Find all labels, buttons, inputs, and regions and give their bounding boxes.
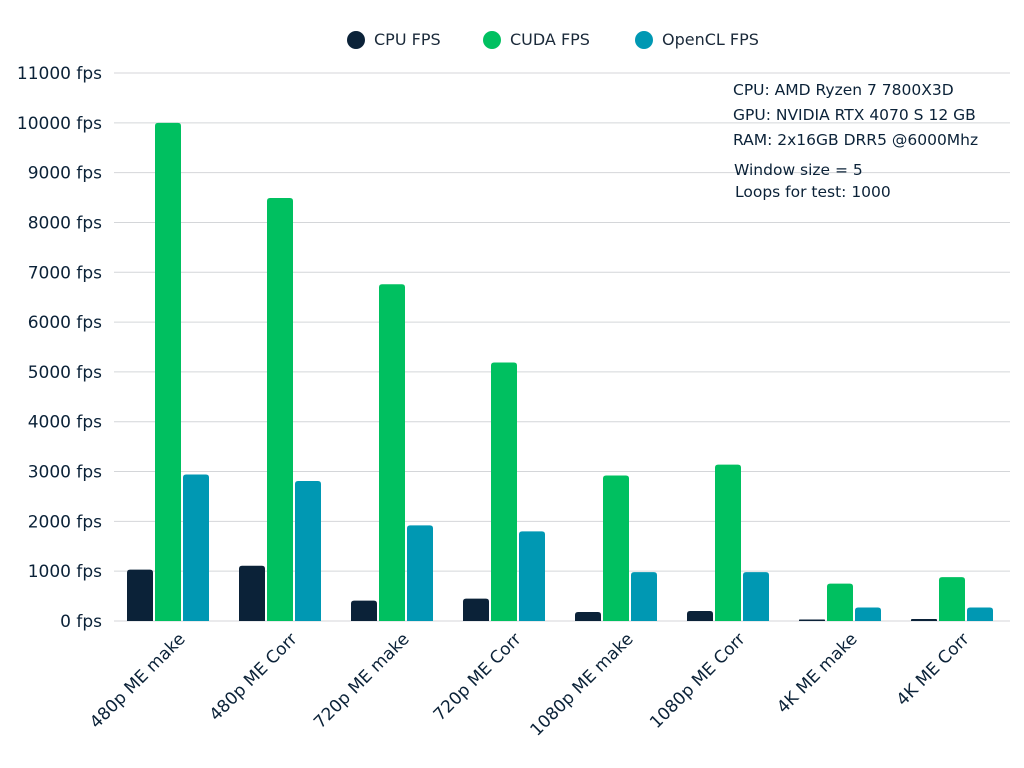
x-axis-categories: 480p ME make 480p ME Corr 720p ME make 720p… <box>86 629 973 740</box>
bar-opencl-fps <box>407 525 433 621</box>
legend-label: CUDA FPS <box>510 30 590 49</box>
bar-cpu-fps <box>911 619 937 621</box>
y-tick-label: 7000 fps <box>28 263 102 283</box>
bar-opencl-fps <box>519 531 545 621</box>
y-tick-label: 5000 fps <box>28 363 102 383</box>
y-tick-label: 3000 fps <box>28 463 102 483</box>
bar-cuda-fps <box>379 284 405 621</box>
bar-opencl-fps <box>183 474 209 621</box>
annotation-line: Loops for test: 1000 <box>735 183 891 201</box>
bar-opencl-fps <box>967 607 993 621</box>
bar-cpu-fps <box>799 619 825 621</box>
y-tick-label: 9000 fps <box>28 164 102 184</box>
y-tick-label: 2000 fps <box>28 512 102 532</box>
bar-opencl-fps <box>631 572 657 621</box>
annotation-line: GPU: NVIDIA RTX 4070 S 12 GB <box>733 106 976 124</box>
x-category-label: 480p ME make <box>86 629 189 732</box>
annotation-line: RAM: 2x16GB DRR5 @6000Mhz <box>733 131 978 149</box>
legend-label: CPU FPS <box>374 30 441 49</box>
bar-cuda-fps <box>267 198 293 621</box>
bar-cuda-fps <box>155 122 181 622</box>
bar-cuda-fps <box>827 583 853 621</box>
y-tick-label: 4000 fps <box>28 413 102 433</box>
y-tick-label: 11000 fps <box>17 64 102 84</box>
annotation-line: Window size = 5 <box>734 161 863 179</box>
x-category-label: 720p ME make <box>310 629 413 732</box>
legend-swatch <box>635 31 653 49</box>
x-category-label: 1080p ME Corr <box>646 629 749 732</box>
x-category-label: 480p ME Corr <box>206 629 302 725</box>
y-tick-label: 0 fps <box>60 612 102 632</box>
bar-cpu-fps <box>351 600 377 621</box>
bar-cpu-fps <box>687 611 713 621</box>
x-category-label: 720p ME Corr <box>430 629 526 725</box>
legend-label: OpenCL FPS <box>662 30 759 49</box>
bars <box>127 122 993 622</box>
bar-cuda-fps <box>491 362 517 621</box>
x-category-label: 4K ME make <box>773 629 861 717</box>
bar-cpu-fps <box>575 612 601 621</box>
y-tick-label: 8000 fps <box>28 213 102 233</box>
bar-cpu-fps <box>239 565 265 621</box>
bar-opencl-fps <box>855 607 881 621</box>
annotation-line: CPU: AMD Ryzen 7 7800X3D <box>733 81 954 99</box>
legend-swatch <box>347 31 365 49</box>
legend-swatch <box>483 31 501 49</box>
bar-opencl-fps <box>295 481 321 621</box>
bar-cpu-fps <box>463 598 489 621</box>
bar-cuda-fps <box>603 475 629 621</box>
legend: CPU FPS CUDA FPS OpenCL FPS <box>347 30 759 49</box>
bar-cpu-fps <box>127 569 153 621</box>
x-category-label: 4K ME Corr <box>893 629 974 710</box>
bar-cuda-fps <box>939 577 965 621</box>
annotation-box: CPU: AMD Ryzen 7 7800X3D GPU: NVIDIA RTX … <box>733 81 978 201</box>
y-axis-ticks: 0 fps 1000 fps 2000 fps 3000 fps 4000 fps 500… <box>17 64 102 632</box>
grid-lines <box>114 72 1010 622</box>
y-tick-label: 6000 fps <box>28 313 102 333</box>
x-category-label: 1080p ME make <box>527 629 638 740</box>
y-tick-label: 10000 fps <box>17 114 102 134</box>
bar-opencl-fps <box>743 572 769 621</box>
bar-cuda-fps <box>715 464 741 621</box>
y-tick-label: 1000 fps <box>28 562 102 582</box>
